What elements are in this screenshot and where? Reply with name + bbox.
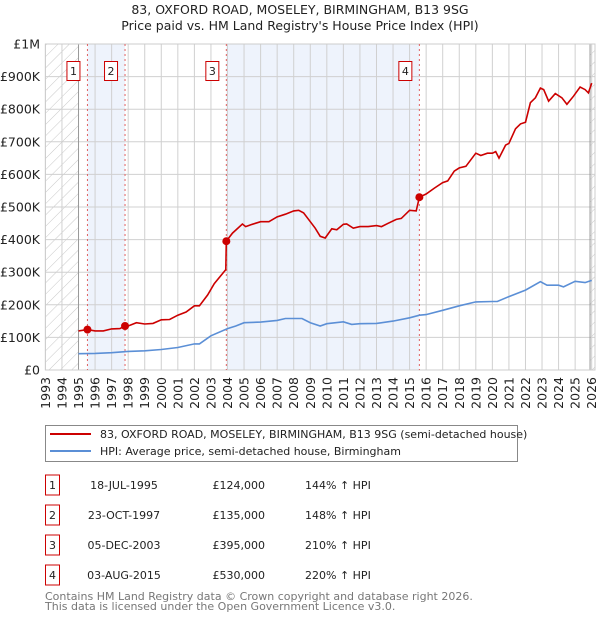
plot-frame [44,43,596,371]
y-tick-label: £900K [0,69,41,84]
x-tick-label: 1997 [104,377,119,409]
x-tick-label: 2001 [170,377,185,409]
y-tick-label: £200K [0,297,41,312]
sale-date: 18-JUL-1995 [90,479,158,492]
y-tick-label: £100K [0,330,41,345]
x-tick-label: 2002 [187,377,202,409]
sales-table: 1 18-JUL-1995 £124,000 144% ↑ HPI 2 23-OCT-19… [45,474,371,586]
x-tick-label: 2010 [319,377,334,409]
sale-price: £530,000 [213,569,266,582]
x-tick-label: 1995 [71,377,86,409]
legend-label-hpi: HPI: Average price, semi-detached house,… [100,445,401,458]
table-row: 1 18-JUL-1995 £124,000 144% ↑ HPI [45,474,371,496]
x-tick-label: 1993 [38,377,53,409]
table-row: 3 05-DEC-2003 £395,000 210% ↑ HPI [45,534,371,556]
x-tick-label: 2000 [154,377,169,409]
sale-price: £135,000 [213,509,266,522]
row-number: 3 [49,539,56,552]
legend-label-property: 83, OXFORD ROAD, MOSELEY, BIRMINGHAM, B1… [100,428,527,441]
sale-hpi-change: 220% ↑ HPI [305,569,371,582]
y-tick-label: £600K [0,167,41,182]
chart-title: 83, OXFORD ROAD, MOSELEY, BIRMINGHAM, B1… [131,2,468,17]
sale-date: 03-AUG-2015 [87,569,161,582]
legend-box [45,425,518,462]
x-tick-label: 2026 [584,377,599,409]
x-tick-label: 2022 [518,377,533,409]
x-tick-label: 2009 [303,377,318,409]
x-tick-label: 2011 [336,377,351,409]
x-tick-label: 2025 [568,377,583,409]
x-tick-label: 2013 [369,377,384,409]
sale-point-4 [415,193,424,202]
x-tick-label: 2008 [286,377,301,409]
hpi-line [78,279,592,355]
x-tick-label: 2016 [419,377,434,409]
x-tick-label: 2012 [352,377,367,409]
x-tick-label: 2014 [386,377,401,409]
x-tick-label: 1999 [137,377,152,409]
sale-label-3: 3 [209,65,216,78]
x-tick-label: 2021 [501,377,516,409]
row-number: 4 [49,569,56,582]
sale-label-box-4 [398,61,413,81]
sale-label-2: 2 [108,65,115,78]
y-tick-label: £700K [0,134,41,149]
property-price-line [78,82,593,332]
sale-price: £395,000 [213,539,266,552]
x-tick-label: 2004 [220,377,235,409]
legend: 83, OXFORD ROAD, MOSELEY, BIRMINGHAM, B1… [45,425,527,462]
row-number: 2 [49,509,56,522]
sale-point-3 [222,237,231,246]
table-row: 2 23-OCT-1997 £135,000 148% ↑ HPI [45,504,371,526]
y-tick-label: £300K [0,265,41,280]
sale-date: 05-DEC-2003 [87,539,160,552]
x-tick-label: 2024 [551,377,566,409]
sale-hpi-change: 144% ↑ HPI [305,479,371,492]
y-tick-label: £500K [0,200,41,215]
footer-copyright: Contains HM Land Registry data © Crown c… [45,590,473,603]
sale-label-box-3 [205,61,220,81]
x-tick-label: 1998 [121,377,136,409]
x-tick-label: 2017 [435,377,450,409]
row-number-box [45,564,60,586]
x-tick-label: 1994 [54,377,69,409]
x-tick-label: 2015 [402,377,417,409]
row-number-box [45,504,60,526]
sale-label-box-2 [104,61,119,81]
x-tick-label: 2006 [253,377,268,409]
y-tick-label: £1M [13,37,40,52]
row-number-box [45,474,60,496]
row-number-box [45,534,60,556]
x-tick-label: 2007 [270,377,285,409]
sale-label-1: 1 [70,65,77,78]
footer-licence: This data is licensed under the Open Gov… [44,600,395,613]
x-tick-label: 2019 [468,377,483,409]
x-tick-label: 2018 [452,377,467,409]
y-tick-label: £800K [0,102,41,117]
chart-subtitle: Price paid vs. HM Land Registry's House … [121,18,478,33]
x-tick-label: 2020 [485,377,500,409]
sale-date: 23-OCT-1997 [88,509,160,522]
sale-point-1 [83,325,92,334]
y-tick-label: £400K [0,232,41,247]
x-tick-label: 1996 [88,377,103,409]
sale-hpi-change: 148% ↑ HPI [305,509,371,522]
x-tick-label: 2003 [203,377,218,409]
x-tick-label: 2005 [237,377,252,409]
sale-label-4: 4 [402,65,409,78]
sale-hpi-change: 210% ↑ HPI [305,539,371,552]
table-row: 4 03-AUG-2015 £530,000 220% ↑ HPI [45,564,371,586]
sale-point-2 [121,321,130,330]
sale-price: £124,000 [213,479,266,492]
sale-label-box-1 [66,61,81,81]
y-tick-label: £0 [24,363,40,378]
row-number: 1 [49,479,56,492]
x-tick-label: 2023 [535,377,550,409]
